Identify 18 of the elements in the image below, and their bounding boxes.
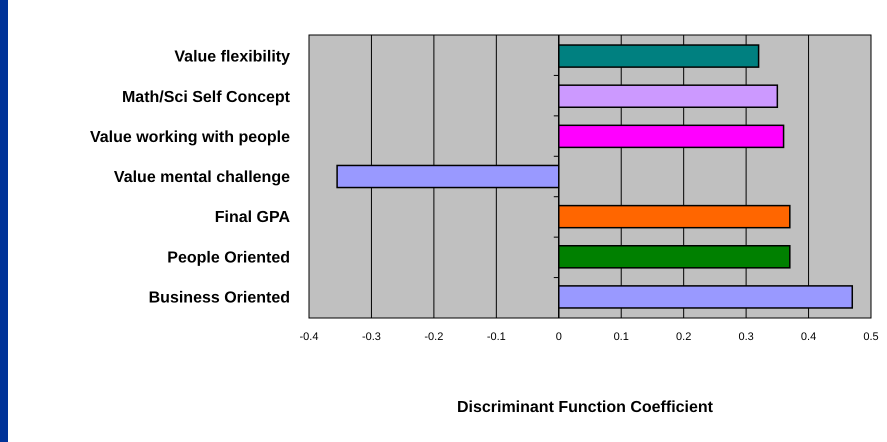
x-tick-label: 0 <box>556 331 562 343</box>
y-tick-label: Final GPA <box>214 209 290 226</box>
y-tick-label: Value working with people <box>90 128 290 146</box>
x-tick-label: -0.2 <box>424 331 444 343</box>
y-tick-label: Value flexibility <box>174 48 290 66</box>
x-tick-label: 0.3 <box>738 331 754 343</box>
y-tick-label: People Oriented <box>167 249 290 266</box>
x-tick-label: -0.4 <box>300 331 318 343</box>
x-tick-label: 0.1 <box>614 331 629 343</box>
x-tick-label: 0.4 <box>800 331 816 343</box>
x-tick-label: 0.2 <box>676 331 692 343</box>
x-tick-label: 0.5 <box>863 331 879 343</box>
y-tick-label: Business Oriented <box>148 290 290 307</box>
x-axis-title: Discriminant Function Coefficient <box>456 399 714 416</box>
x-tick-label: -0.3 <box>362 331 381 343</box>
y-tick-label: Math/Sci Self Concept <box>122 88 291 106</box>
x-tick-label: -0.1 <box>486 331 506 343</box>
y-tick-label: Value mental challenge <box>114 169 290 186</box>
